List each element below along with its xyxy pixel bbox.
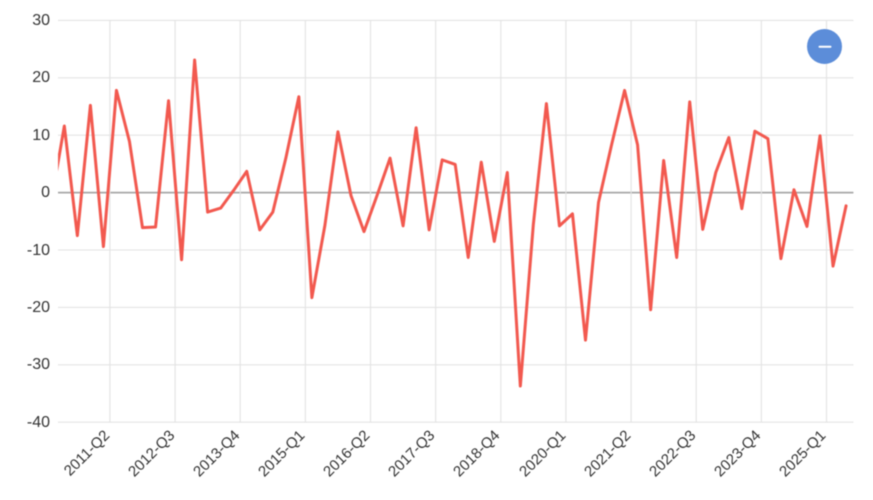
y-tick-label: 30 (32, 11, 50, 29)
y-tick-label: 0 (41, 184, 50, 202)
y-tick-label: -10 (26, 241, 50, 259)
data-series-line (58, 58, 848, 388)
y-tick-label: -20 (26, 298, 50, 316)
y-tick-label: -40 (26, 413, 50, 431)
collapse-button[interactable] (807, 29, 843, 65)
y-tick-label: 10 (32, 126, 50, 144)
minus-icon (818, 45, 832, 48)
y-tick-label: -30 (26, 356, 50, 374)
y-tick-label: 20 (32, 69, 50, 87)
